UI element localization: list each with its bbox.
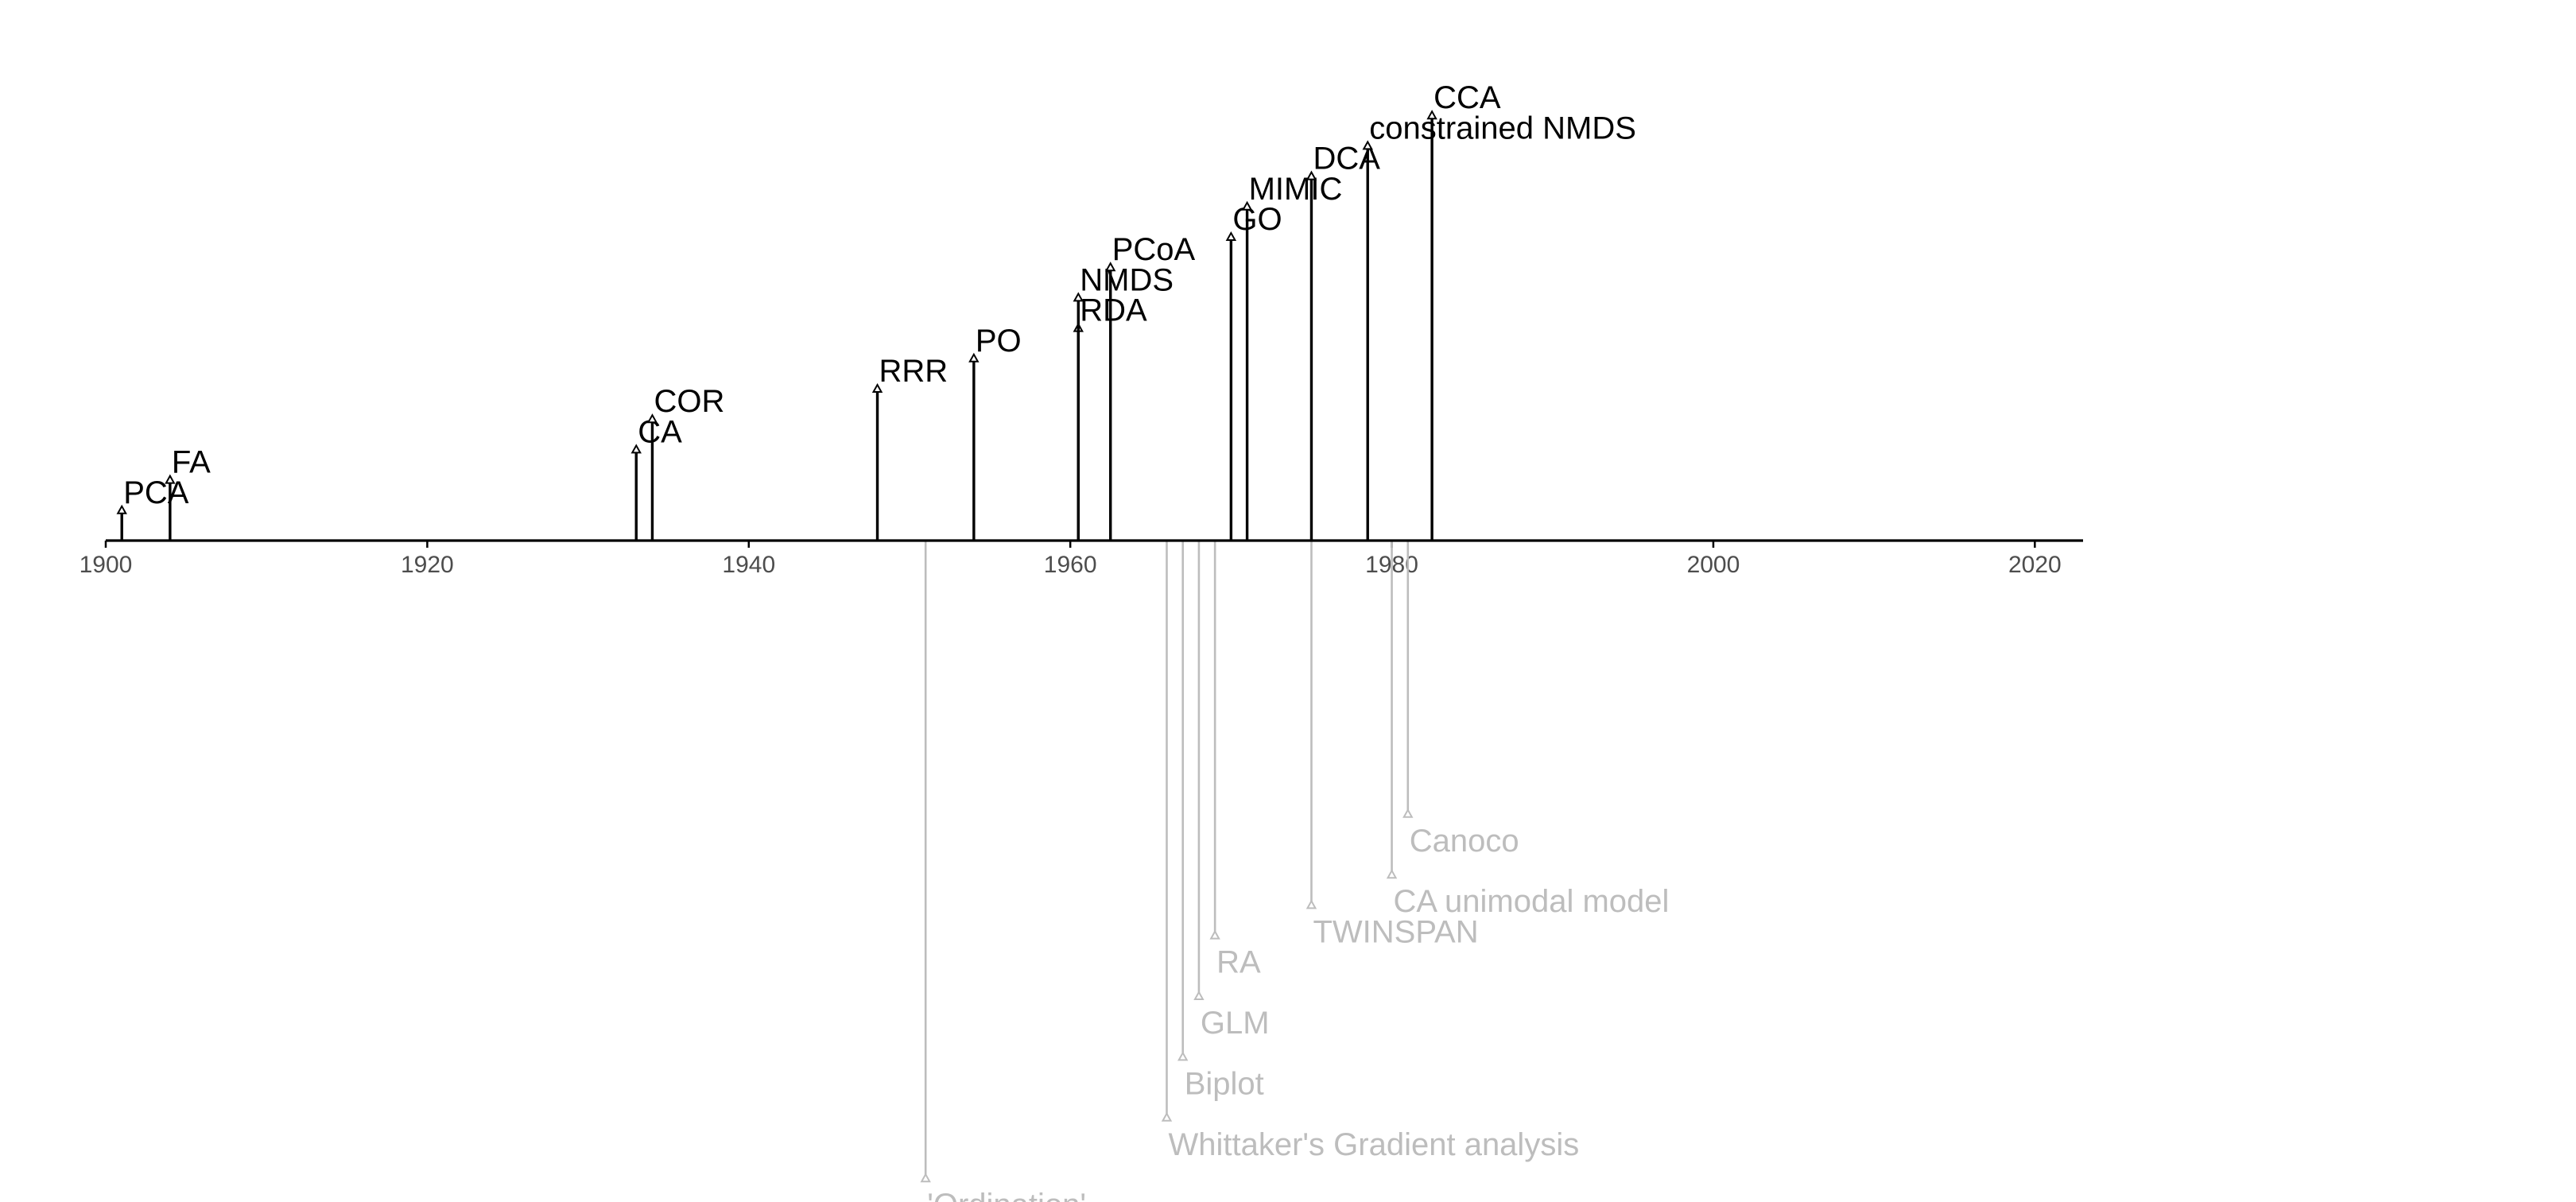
event-marker-triangle bbox=[1161, 1111, 1173, 1122]
event-mimic: MIMIC bbox=[1241, 172, 1343, 541]
event-label: PCA bbox=[123, 475, 189, 510]
event-glm: GLM bbox=[1193, 541, 1270, 1041]
event-label: RRR bbox=[879, 354, 949, 389]
event-label: NMDS bbox=[1080, 262, 1174, 297]
event-canoco: Canoco bbox=[1402, 541, 1519, 859]
event-marker-triangle bbox=[968, 352, 980, 363]
x-tick-label-2000: 2000 bbox=[1687, 552, 1740, 578]
event-marker-triangle bbox=[871, 382, 883, 393]
event-label: Canoco bbox=[1410, 824, 1519, 859]
event-marker-triangle bbox=[920, 1173, 931, 1183]
event-label: COR bbox=[654, 384, 724, 419]
event-fa: FA bbox=[165, 445, 211, 541]
event-label: MIMIC bbox=[1249, 172, 1343, 207]
event-rrr: RRR bbox=[871, 354, 949, 541]
x-tick-label-2020: 2020 bbox=[2008, 552, 2062, 578]
x-tick-label-1960: 1960 bbox=[1044, 552, 1097, 578]
event-marker-triangle bbox=[116, 504, 127, 514]
event-label: Biplot bbox=[1185, 1066, 1264, 1101]
event-marker-triangle bbox=[1386, 869, 1398, 879]
event-pca: PCA bbox=[116, 475, 189, 541]
event-label: RDA bbox=[1080, 293, 1147, 328]
event-ca: CA bbox=[630, 414, 682, 541]
event-marker-triangle bbox=[1305, 170, 1317, 180]
event-po: PO bbox=[968, 324, 1022, 541]
event-marker-triangle bbox=[1241, 200, 1253, 211]
event-biplot: Biplot bbox=[1177, 541, 1264, 1101]
event-label: CA bbox=[638, 414, 682, 449]
event-constrained-nmds: constrained NMDS bbox=[1362, 111, 1636, 541]
x-tick-label-1920: 1920 bbox=[401, 552, 454, 578]
x-tick-label-1940: 1940 bbox=[722, 552, 775, 578]
event-marker-triangle bbox=[1426, 110, 1437, 120]
event-ordination: 'Ordination' bbox=[920, 541, 1086, 1202]
event-marker-triangle bbox=[1225, 231, 1237, 241]
event-label: GO bbox=[1232, 202, 1282, 237]
event-label: TWINSPAN bbox=[1313, 914, 1478, 949]
event-marker-triangle bbox=[1073, 292, 1084, 302]
event-marker-triangle bbox=[1209, 929, 1220, 940]
event-marker-triangle bbox=[646, 413, 658, 424]
event-cca: CCA bbox=[1426, 80, 1501, 541]
x-axis-ticks: 1900 1920 1940 1960 1980 2000 2020 bbox=[80, 541, 2062, 578]
event-marker-triangle bbox=[165, 474, 176, 484]
event-label: constrained NMDS bbox=[1369, 111, 1636, 145]
event-label: Whittaker's Gradient analysis bbox=[1168, 1127, 1579, 1162]
event-marker-triangle bbox=[1105, 262, 1116, 272]
event-label: CCA bbox=[1433, 80, 1501, 115]
event-label: 'Ordination' bbox=[927, 1188, 1086, 1202]
event-ca-unimodal-model: CA unimodal model bbox=[1386, 541, 1670, 919]
event-label: PO bbox=[976, 324, 1022, 359]
event-twinspan: TWINSPAN bbox=[1305, 541, 1479, 949]
event-marker-triangle bbox=[1193, 990, 1205, 1000]
event-label: RA bbox=[1216, 945, 1261, 980]
event-label: CA unimodal model bbox=[1394, 884, 1670, 919]
event-label: PCoA bbox=[1112, 232, 1196, 267]
event-label: GLM bbox=[1201, 1006, 1270, 1041]
event-cor: COR bbox=[646, 384, 724, 541]
event-markers: PCAFACACORRRRPORDANMDSPCoAGOMIMICDCAcons… bbox=[116, 80, 1670, 1202]
event-marker-triangle bbox=[630, 444, 642, 454]
event-nmds: NMDS bbox=[1073, 262, 1174, 541]
event-marker-triangle bbox=[1305, 899, 1317, 909]
event-marker-triangle bbox=[1177, 1051, 1189, 1061]
event-ra: RA bbox=[1209, 541, 1261, 980]
x-tick-label-1900: 1900 bbox=[80, 552, 133, 578]
event-whittaker-s-gradient-analysis: Whittaker's Gradient analysis bbox=[1161, 541, 1579, 1162]
event-pcoa: PCoA bbox=[1105, 232, 1196, 541]
event-marker-triangle bbox=[1402, 808, 1414, 818]
event-go: GO bbox=[1225, 202, 1282, 541]
event-marker-triangle bbox=[1362, 140, 1373, 150]
event-label: FA bbox=[172, 445, 211, 480]
